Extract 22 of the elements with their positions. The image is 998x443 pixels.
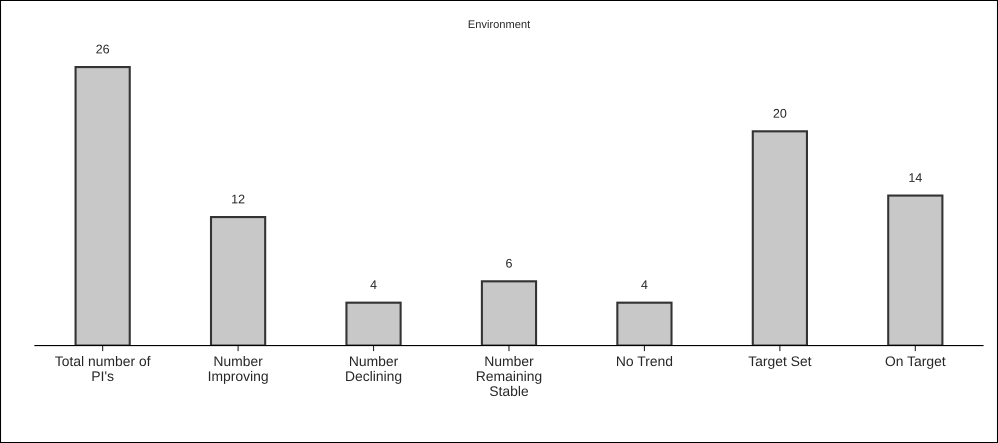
- x-tick-label: Total number of PI's: [55, 356, 151, 382]
- x-tick-label: No Trend: [617, 356, 672, 366]
- bar: [74, 66, 131, 346]
- x-tick-label: On Target: [886, 356, 946, 369]
- x-tick-label: Number Remaining Stable: [476, 356, 542, 396]
- x-tick-label: Target Set: [748, 356, 812, 369]
- bar: [480, 280, 538, 346]
- data-label: 6: [506, 258, 512, 268]
- data-label: 4: [641, 280, 648, 289]
- bar: [616, 302, 673, 346]
- data-label: 14: [909, 173, 922, 182]
- bar: [752, 130, 808, 346]
- x-tick-label: Number Declining: [346, 356, 402, 384]
- bar: [887, 194, 944, 346]
- data-label: 12: [232, 194, 244, 204]
- x-tick-label: Number Improving: [208, 356, 268, 384]
- chart-title: Environment: [468, 20, 530, 28]
- data-label: 20: [774, 108, 786, 118]
- bar: [210, 216, 266, 346]
- data-label: 26: [96, 44, 110, 54]
- data-label: 4: [370, 280, 377, 289]
- bar: [345, 302, 402, 346]
